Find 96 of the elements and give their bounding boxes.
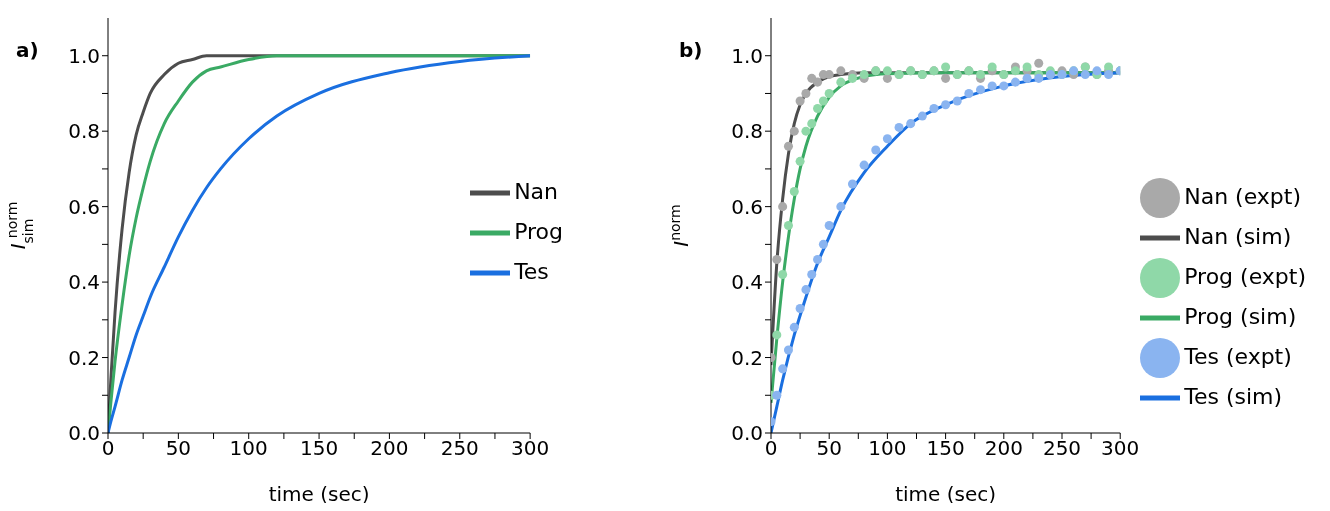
text: a) bbox=[16, 38, 39, 62]
y-tick-label: 0.2 bbox=[68, 345, 100, 370]
x-tick-label: 300 bbox=[1101, 436, 1140, 461]
point bbox=[807, 119, 817, 129]
point bbox=[952, 96, 962, 106]
point bbox=[795, 303, 805, 314]
point bbox=[987, 62, 997, 72]
point bbox=[1104, 70, 1114, 80]
point bbox=[813, 254, 823, 264]
point bbox=[859, 160, 869, 170]
y-tick-label: 0.4 bbox=[731, 270, 763, 295]
x-axis-title: time (sec) bbox=[895, 482, 997, 506]
point bbox=[818, 239, 828, 249]
point bbox=[894, 122, 904, 132]
point bbox=[772, 330, 782, 340]
point bbox=[1080, 70, 1090, 80]
legend-label: Tes (sim) bbox=[1184, 384, 1283, 409]
legend-label: Prog (expt) bbox=[1184, 264, 1306, 289]
y-tick-label: 0.6 bbox=[731, 194, 763, 219]
point bbox=[801, 126, 811, 136]
point bbox=[772, 390, 782, 400]
point bbox=[929, 104, 939, 114]
x-tick-label: 0 bbox=[764, 436, 778, 461]
point bbox=[999, 81, 1009, 91]
point bbox=[1092, 66, 1102, 76]
point bbox=[778, 364, 788, 374]
legend-label: Nan (expt) bbox=[1184, 184, 1302, 209]
point bbox=[789, 322, 799, 332]
x-axis-title: time (sec) bbox=[268, 482, 370, 506]
point bbox=[807, 270, 817, 280]
point bbox=[783, 345, 793, 355]
point bbox=[976, 85, 986, 95]
point bbox=[941, 73, 951, 83]
point bbox=[836, 66, 846, 76]
legend-label: Nan bbox=[514, 179, 559, 204]
point bbox=[882, 73, 892, 83]
x-tick-label: 250 bbox=[440, 436, 479, 461]
legend-label: Tes bbox=[514, 259, 549, 284]
x-tick-label: 200 bbox=[370, 436, 409, 461]
y-tick-label: 0.8 bbox=[731, 119, 763, 144]
y-tick-label: 1.0 bbox=[731, 43, 763, 68]
point bbox=[795, 156, 805, 166]
legend-label: Prog (sim) bbox=[1184, 304, 1297, 329]
legend-label: Tes (expt) bbox=[1184, 344, 1292, 369]
x-tick-label: 300 bbox=[511, 436, 550, 461]
x-tick-label: 150 bbox=[926, 436, 965, 461]
point bbox=[1010, 66, 1020, 76]
point bbox=[871, 145, 881, 155]
x-tick-label: 250 bbox=[1042, 436, 1082, 461]
point bbox=[1022, 73, 1032, 83]
point bbox=[906, 119, 916, 129]
point bbox=[941, 100, 951, 110]
point bbox=[1022, 62, 1032, 72]
point bbox=[941, 62, 951, 72]
y-tick-label: 0.4 bbox=[68, 270, 100, 295]
y-tick-label: 1.0 bbox=[68, 43, 100, 68]
point bbox=[1034, 58, 1044, 68]
point bbox=[783, 141, 793, 151]
y-tick-label: 0.0 bbox=[731, 421, 763, 446]
point bbox=[964, 88, 974, 98]
point bbox=[847, 179, 857, 189]
x-tick-label: 100 bbox=[868, 436, 907, 461]
point bbox=[813, 104, 823, 114]
point bbox=[836, 77, 846, 87]
point bbox=[818, 96, 828, 106]
x-tick-label: 150 bbox=[299, 436, 339, 461]
point bbox=[987, 81, 997, 91]
text: b) bbox=[679, 38, 703, 62]
point bbox=[778, 202, 788, 212]
x-tick-label: 0 bbox=[101, 436, 115, 461]
point bbox=[778, 270, 788, 280]
point bbox=[783, 220, 793, 231]
point bbox=[795, 96, 805, 106]
y-tick-label: 0.2 bbox=[731, 345, 763, 370]
point bbox=[789, 126, 799, 136]
y-tick-label: 0.0 bbox=[68, 421, 100, 446]
point bbox=[824, 88, 834, 98]
x-tick-label: 50 bbox=[816, 436, 842, 461]
x-tick-label: 100 bbox=[229, 436, 268, 461]
point bbox=[772, 254, 782, 264]
point bbox=[813, 77, 823, 87]
point bbox=[882, 66, 892, 76]
x-tick-label: 50 bbox=[165, 436, 192, 461]
y-tick-label: 0.8 bbox=[68, 119, 100, 144]
legend-label: Nan (sim) bbox=[1184, 224, 1292, 249]
legend-label: Prog bbox=[514, 219, 563, 244]
y-tick-label: 0.6 bbox=[68, 194, 100, 219]
point bbox=[801, 88, 811, 98]
point bbox=[917, 111, 927, 121]
point bbox=[882, 134, 892, 144]
point bbox=[836, 202, 846, 212]
point bbox=[789, 187, 799, 197]
point bbox=[801, 285, 811, 295]
x-tick-label: 200 bbox=[984, 436, 1023, 461]
point bbox=[1010, 77, 1020, 87]
point bbox=[824, 220, 834, 231]
